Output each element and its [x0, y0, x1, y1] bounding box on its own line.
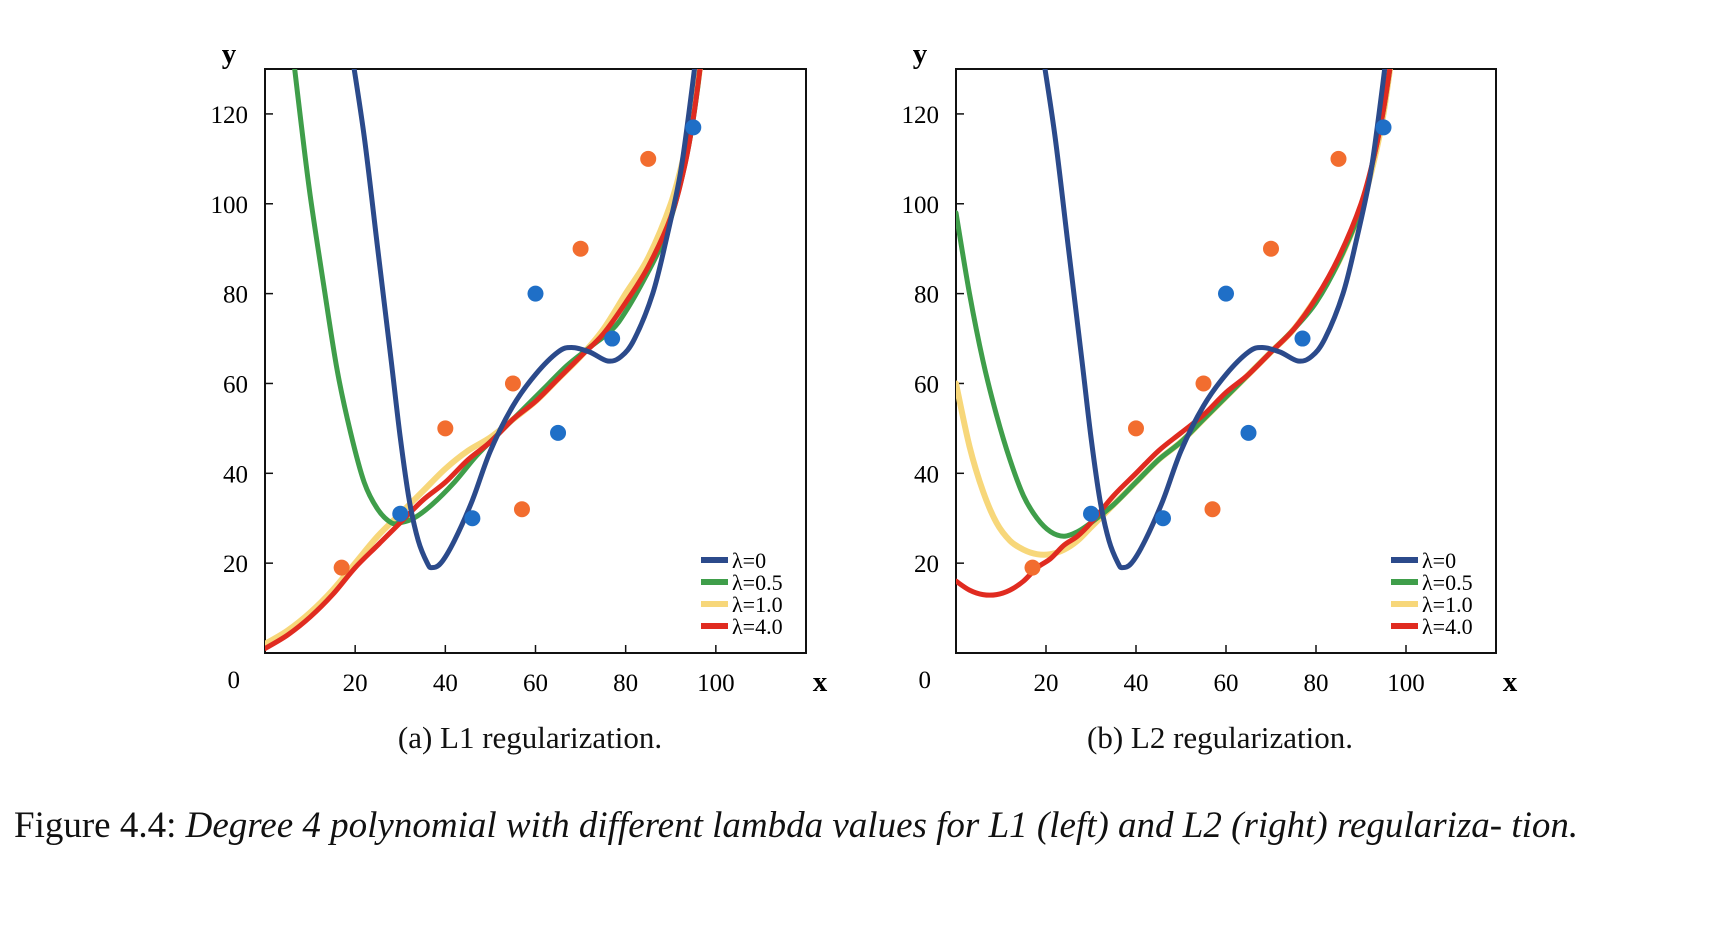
data-point-orange — [1024, 559, 1041, 576]
legend-label: λ=0.5 — [732, 570, 783, 595]
y-axis-label: y — [913, 38, 928, 70]
series-line-3 — [956, 69, 1393, 598]
x-axis-label: x — [813, 666, 828, 698]
panel-l1: 20 40 60 80 100 20 40 60 80 100 120 0 x y λ=0λ=0.5λ=1.… — [211, 38, 828, 698]
data-point-blue — [1155, 510, 1171, 527]
y-tick-label: 80 — [914, 282, 939, 309]
data-point-blue — [392, 505, 409, 522]
series-line-0 — [1042, 69, 1388, 571]
plot-area — [265, 69, 703, 652]
data-point-orange — [1263, 240, 1279, 257]
plot-area — [956, 69, 1394, 598]
legend-label: λ=0.5 — [1422, 570, 1473, 595]
data-point-blue — [1294, 330, 1311, 347]
data-point-blue — [604, 330, 621, 347]
x-tick-label: 80 — [613, 670, 638, 697]
data-point-blue — [1240, 424, 1257, 441]
data-point-orange — [513, 501, 530, 518]
series-line-2 — [265, 69, 703, 648]
y-tick-label: 100 — [211, 192, 249, 219]
y-tick-label: 80 — [223, 282, 248, 309]
legend-label: λ=0 — [732, 548, 766, 573]
legend-label: λ=0 — [1422, 548, 1456, 573]
data-point-blue — [1083, 505, 1099, 522]
legend-label: λ=1.0 — [732, 592, 783, 617]
x-tick-label: 20 — [1034, 670, 1059, 697]
x-tick-label: 40 — [1124, 670, 1149, 697]
x-tick-label: 60 — [523, 670, 548, 697]
data-point-blue — [1218, 285, 1234, 302]
y-tick-label: 120 — [211, 102, 249, 129]
data-point-orange — [437, 420, 454, 437]
series-line-2 — [956, 69, 1394, 558]
figure-caption: Figure 4.4: Degree 4 polynomial with dif… — [14, 800, 1704, 852]
figure-caption-text: Degree 4 polynomial with different lambd… — [185, 805, 1579, 846]
x-tick-label: 80 — [1304, 670, 1329, 697]
y-tick-label: 40 — [223, 461, 248, 488]
figure-label: Figure 4.4: — [14, 805, 177, 846]
x-tick-label: 100 — [1387, 670, 1425, 697]
data-point-orange — [640, 150, 657, 167]
y-tick-label: 40 — [914, 461, 939, 488]
data-point-orange — [1195, 375, 1212, 392]
data-point-blue — [1375, 119, 1392, 136]
panel-caption-l2: (b) L2 regularization. — [1087, 720, 1353, 755]
y-tick-label: 120 — [902, 102, 940, 129]
y-tick-label: 60 — [223, 371, 248, 398]
y-tick-label: 20 — [914, 551, 939, 578]
series-line-3 — [265, 69, 703, 652]
data-point-orange — [1330, 150, 1347, 167]
panel-caption-l1: (a) L1 regularization. — [397, 720, 663, 755]
legend-label: λ=1.0 — [1422, 592, 1473, 617]
data-point-blue — [464, 510, 481, 527]
y-tick-label: 100 — [902, 192, 940, 219]
data-point-blue — [527, 285, 544, 302]
legend-label: λ=4.0 — [732, 614, 783, 639]
legend-label: λ=4.0 — [1422, 614, 1473, 639]
data-point-orange — [1128, 420, 1144, 437]
origin-label: 0 — [919, 667, 932, 694]
data-point-orange — [1204, 501, 1221, 518]
series-line-0 — [351, 69, 697, 571]
data-point-orange — [333, 559, 350, 576]
panel-l2: 20 40 60 80 100 20 40 60 80 100 120 0 x y λ=0λ=0.5λ=1.… — [902, 38, 1518, 698]
data-point-orange — [504, 375, 521, 392]
data-point-blue — [685, 119, 702, 136]
x-tick-label: 100 — [697, 670, 735, 697]
y-tick-label: 60 — [914, 371, 939, 398]
data-point-orange — [572, 240, 589, 257]
y-axis-label: y — [222, 38, 237, 70]
x-tick-label: 40 — [433, 670, 458, 697]
origin-label: 0 — [228, 667, 241, 694]
x-tick-label: 20 — [343, 670, 368, 697]
x-tick-label: 60 — [1214, 670, 1239, 697]
y-tick-label: 20 — [223, 551, 248, 578]
x-axis-label: x — [1503, 666, 1518, 698]
data-point-blue — [550, 424, 567, 441]
